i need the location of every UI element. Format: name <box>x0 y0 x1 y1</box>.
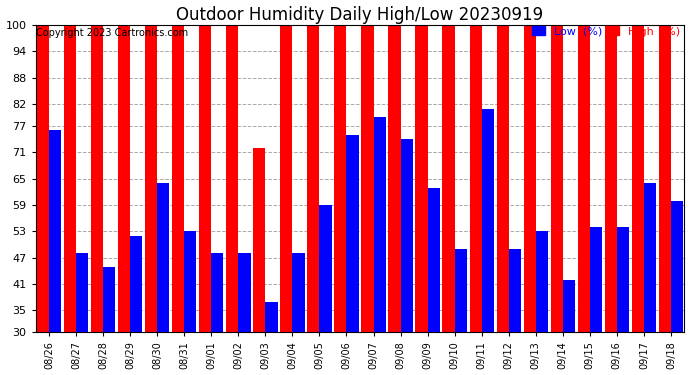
Bar <box>428 188 440 332</box>
Bar <box>632 25 644 332</box>
Bar <box>524 25 535 332</box>
Bar <box>401 139 413 332</box>
Bar <box>482 108 494 332</box>
Bar <box>563 280 575 332</box>
Bar <box>130 236 142 332</box>
Title: Outdoor Humidity Daily High/Low 20230919: Outdoor Humidity Daily High/Low 20230919 <box>177 6 544 24</box>
Bar <box>280 25 293 332</box>
Bar <box>64 25 76 332</box>
Bar <box>617 227 629 332</box>
Bar <box>455 249 467 332</box>
Bar <box>91 25 103 332</box>
Bar <box>145 25 157 332</box>
Bar <box>388 25 401 332</box>
Bar <box>49 130 61 332</box>
Bar <box>184 231 197 332</box>
Bar <box>671 201 683 332</box>
Bar <box>497 25 509 332</box>
Bar <box>211 254 224 332</box>
Bar <box>604 25 617 332</box>
Legend: Low  (%), High  (%): Low (%), High (%) <box>527 22 684 41</box>
Bar <box>172 25 184 332</box>
Bar <box>37 25 49 332</box>
Bar <box>293 254 304 332</box>
Bar <box>590 227 602 332</box>
Bar <box>253 148 266 332</box>
Bar <box>118 25 130 332</box>
Bar <box>644 183 656 332</box>
Bar <box>307 25 319 332</box>
Bar <box>319 205 332 332</box>
Bar <box>362 25 373 332</box>
Bar <box>76 254 88 332</box>
Bar <box>104 267 115 332</box>
Bar <box>469 25 482 332</box>
Bar <box>509 249 521 332</box>
Bar <box>238 254 250 332</box>
Text: Copyright 2023 Cartronics.com: Copyright 2023 Cartronics.com <box>36 28 188 38</box>
Bar <box>226 25 238 332</box>
Bar <box>442 25 455 332</box>
Bar <box>373 117 386 332</box>
Bar <box>535 231 548 332</box>
Bar <box>551 25 563 332</box>
Bar <box>659 25 671 332</box>
Bar <box>415 25 428 332</box>
Bar <box>266 302 277 332</box>
Bar <box>199 25 211 332</box>
Bar <box>346 135 359 332</box>
Bar <box>157 183 170 332</box>
Bar <box>578 25 590 332</box>
Bar <box>335 25 346 332</box>
